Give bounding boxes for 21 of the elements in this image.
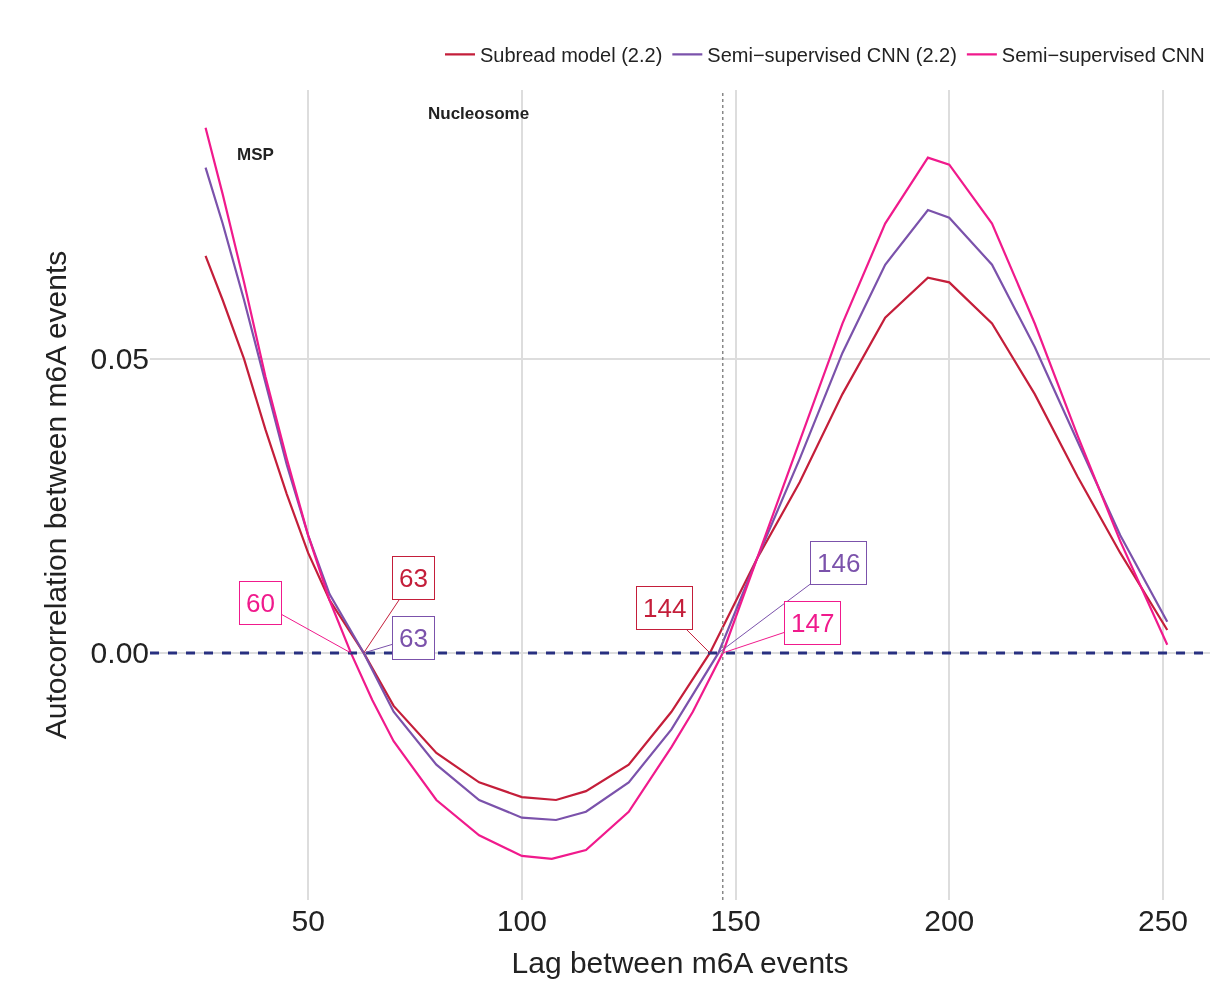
annotation: MSP xyxy=(237,145,274,164)
annotation: 60 xyxy=(246,588,275,618)
annotation: 63 xyxy=(399,623,428,653)
y-axis-title: Autocorrelation between m6A events xyxy=(38,250,72,740)
y-tick-label: 0.00 xyxy=(90,636,149,670)
x-tick-label: 100 xyxy=(496,904,547,937)
x-tick-label: 50 xyxy=(291,904,325,937)
x-tick-label: 150 xyxy=(710,904,761,937)
x-tick-label: 250 xyxy=(1137,904,1189,937)
x-axis-title: Lag between m6A events xyxy=(511,945,849,979)
x-tick-label: 200 xyxy=(924,904,975,937)
line-series xyxy=(204,254,1169,802)
annotation: Nucleosome xyxy=(428,104,530,123)
annotation: 147 xyxy=(791,608,835,638)
y-tick-label: 0.05 xyxy=(90,342,149,376)
annotation: 146 xyxy=(817,548,861,578)
annotation: 144 xyxy=(643,593,687,623)
annotation: 63 xyxy=(399,563,428,593)
legend-label: Semi−supervised CNN xyxy=(1001,44,1205,67)
legend-label: Semi−supervised CNN (2.2) xyxy=(707,44,957,67)
legend-label: Subread model (2.2) xyxy=(480,44,663,67)
